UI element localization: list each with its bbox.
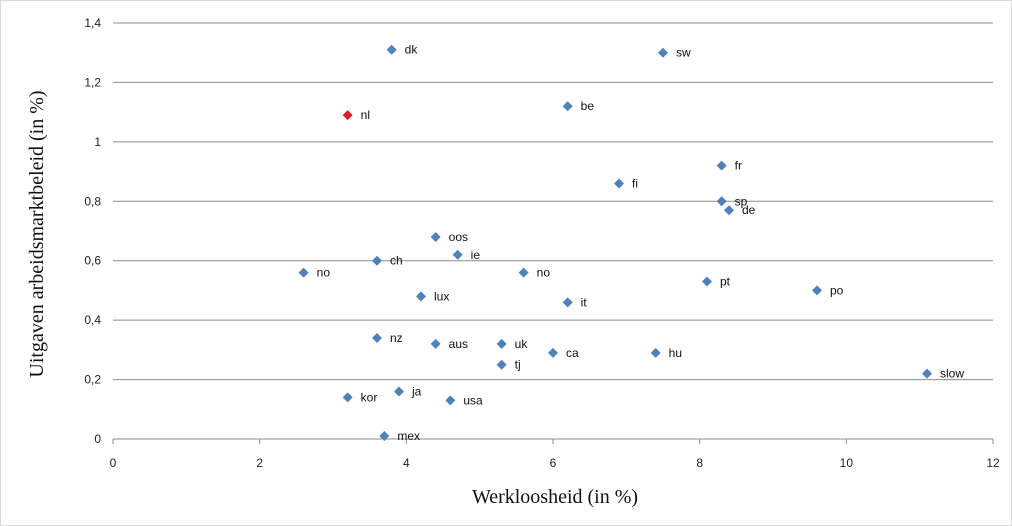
point-label-aus: aus [449,337,468,351]
data-point-po [812,285,822,296]
data-point-fi [614,178,624,189]
data-point-ca [548,347,558,358]
point-label-sw: sw [676,46,691,60]
gridlines [113,22,993,381]
data-point-ie [452,249,463,260]
data-point-mex [379,431,390,442]
data-point-lux [416,291,426,302]
point-label-mex: mex [397,429,420,443]
data-point-pt [702,276,712,287]
y-tick-label: 1,4 [84,16,101,30]
point-label-be: be [581,99,595,113]
data-point-slow [922,368,932,379]
data-point-sw [658,47,668,58]
y-tick-label: 0,2 [84,373,101,387]
data-point-kor [342,392,353,403]
point-label-ch: ch [390,254,403,268]
point-label-uk: uk [515,337,529,351]
data-point-tj [496,359,507,370]
point-label-no: no [317,266,331,280]
point-label-tj: tj [515,358,521,372]
y-tick-label: 0,6 [84,254,101,268]
y-tick-label: 1 [94,135,101,149]
point-label-slow: slow [940,367,964,381]
tick-labels: 0 0,2 0,4 0,6 0,8 1 1,2 1,4 0 2 4 6 8 10 12 [84,16,1000,470]
x-tick-label: 2 [256,456,263,470]
y-tick-label: 0 [94,432,101,446]
point-label-it: it [581,295,588,309]
y-tick-label: 0,4 [84,313,101,327]
point-label-oos: oos [449,230,468,244]
data-point-ja [394,386,404,397]
y-tick-label: 0,8 [84,194,101,208]
data-point-be [562,101,573,112]
data-points [298,44,932,442]
point-label-nz: nz [390,331,403,345]
point-label-kor: kor [361,390,378,404]
x-axis-title: Werkloosheid (in %) [472,486,638,508]
data-point-ch [372,255,382,266]
data-point-no [298,267,309,278]
data-point-aus [430,338,441,349]
data-point-nl [342,110,353,121]
x-tick-label: 10 [840,456,854,470]
data-point-oos [430,231,441,242]
data-point-it [562,297,573,308]
x-tick-label: 8 [696,456,703,470]
data-point-hu [650,347,661,358]
point-label-pt: pt [720,275,731,289]
axes [112,438,994,444]
point-label-fi: fi [632,176,638,190]
point-label-fr: fr [735,159,742,173]
data-point-no [518,267,529,278]
point-label-dk: dk [405,43,419,57]
point-label-sp: sp [735,194,748,208]
y-tick-label: 1,2 [84,75,101,89]
data-point-fr [716,160,727,171]
point-label-no: no [537,266,551,280]
x-tick-label: 4 [403,456,410,470]
point-label-de: de [742,203,756,217]
data-point-sp [716,196,727,207]
point-label-nl: nl [361,108,370,122]
x-tick-label: 12 [986,456,1000,470]
point-label-ca: ca [566,346,579,360]
data-point-dk [386,44,397,55]
x-tick-label: 0 [110,456,117,470]
point-label-ie: ie [471,248,481,262]
data-point-nz [372,332,382,343]
point-label-po: po [830,283,844,297]
point-label-usa: usa [463,393,483,407]
y-axis-title: Uitgaven arbeidsmarktbeleid (in %) [26,90,48,377]
x-tick-label: 6 [550,456,557,470]
data-point-uk [496,338,507,349]
point-label-lux: lux [434,289,449,303]
point-label-ja: ja [411,384,422,398]
data-point-de [724,205,734,216]
point-label-hu: hu [669,346,682,360]
data-point-usa [445,395,456,406]
